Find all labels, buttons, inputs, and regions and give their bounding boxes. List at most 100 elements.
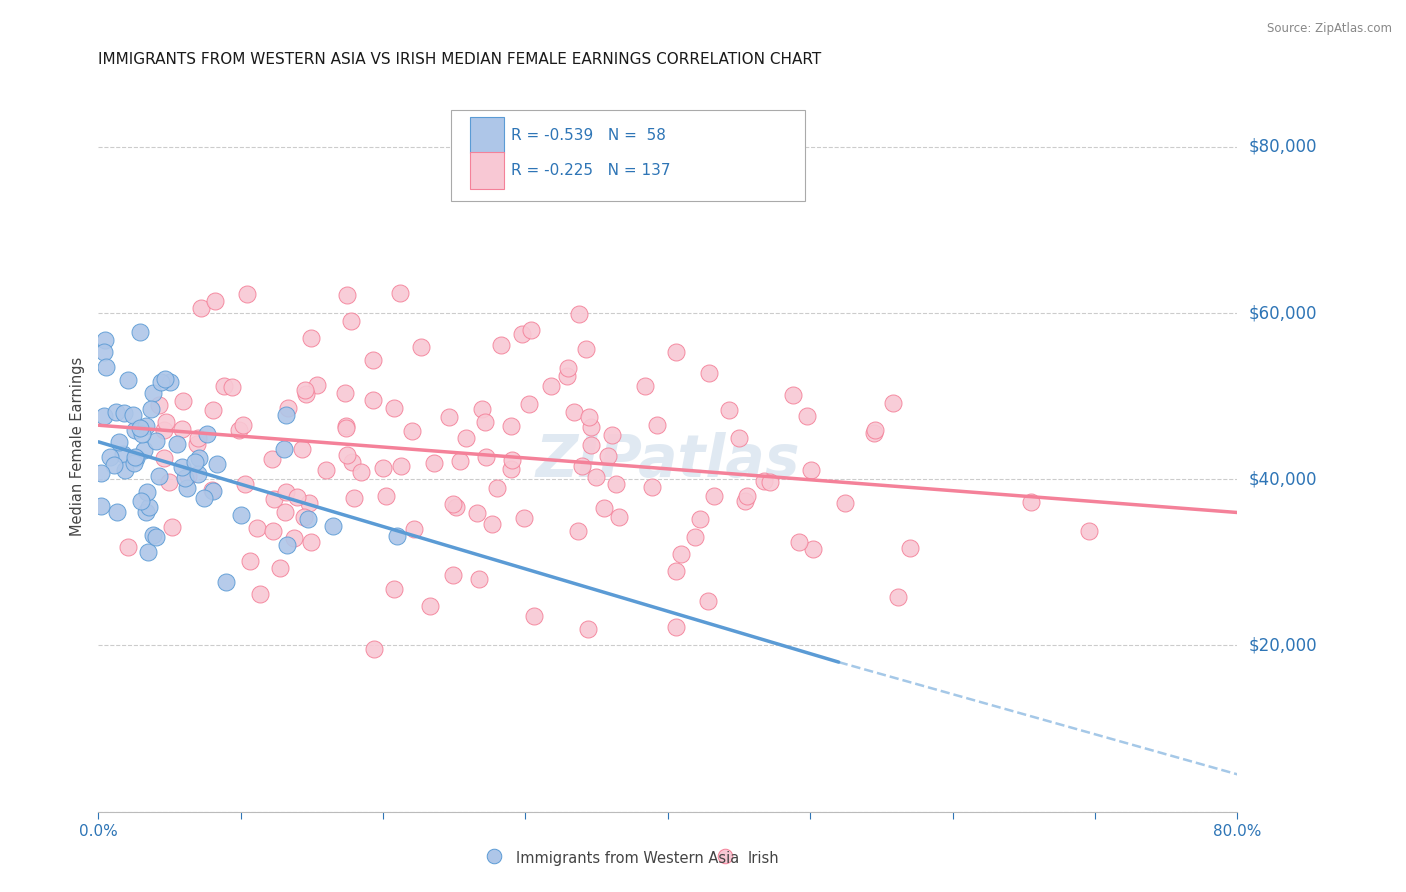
Point bbox=[382, 582, 405, 596]
Point bbox=[898, 541, 921, 555]
Point bbox=[295, 387, 318, 401]
Point bbox=[801, 542, 824, 557]
Point bbox=[404, 522, 426, 536]
Point bbox=[482, 849, 505, 863]
Point bbox=[145, 434, 167, 448]
Point bbox=[263, 492, 285, 507]
Text: $40,000: $40,000 bbox=[1249, 470, 1317, 488]
Point bbox=[371, 461, 394, 475]
Point bbox=[142, 528, 165, 542]
Point bbox=[233, 477, 256, 491]
Point bbox=[188, 450, 211, 465]
Point bbox=[444, 500, 467, 514]
Point bbox=[523, 608, 546, 623]
FancyBboxPatch shape bbox=[470, 117, 503, 153]
Point bbox=[112, 406, 135, 420]
Point bbox=[152, 450, 174, 465]
Point bbox=[273, 442, 295, 456]
Point bbox=[388, 285, 411, 300]
Point bbox=[246, 521, 269, 535]
Text: ZIPatlas: ZIPatlas bbox=[536, 432, 800, 489]
Text: Irish: Irish bbox=[748, 852, 779, 866]
Text: $80,000: $80,000 bbox=[1249, 137, 1317, 156]
Point bbox=[585, 470, 607, 484]
Point bbox=[93, 334, 115, 348]
Point bbox=[449, 454, 471, 468]
Point bbox=[471, 402, 494, 417]
Point bbox=[510, 326, 533, 341]
Point bbox=[298, 496, 321, 510]
Point bbox=[129, 325, 152, 339]
Point bbox=[703, 489, 725, 503]
Point bbox=[578, 410, 600, 425]
Point bbox=[389, 458, 412, 473]
Point bbox=[607, 509, 630, 524]
Text: $60,000: $60,000 bbox=[1249, 304, 1317, 322]
Point bbox=[737, 489, 759, 503]
Point bbox=[239, 554, 262, 568]
Point bbox=[335, 418, 357, 433]
Point bbox=[361, 353, 384, 368]
Point bbox=[135, 485, 157, 500]
Text: IMMIGRANTS FROM WESTERN ASIA VS IRISH MEDIAN FEMALE EARNINGS CORRELATION CHART: IMMIGRANTS FROM WESTERN ASIA VS IRISH ME… bbox=[98, 52, 821, 67]
FancyBboxPatch shape bbox=[470, 152, 503, 188]
Point bbox=[734, 494, 756, 508]
Text: R = -0.225   N = 137: R = -0.225 N = 137 bbox=[510, 162, 671, 178]
Point bbox=[148, 399, 170, 413]
Point bbox=[153, 371, 176, 385]
Point bbox=[800, 463, 823, 477]
Point bbox=[103, 458, 125, 472]
Point bbox=[117, 373, 139, 387]
Point bbox=[491, 337, 513, 351]
Point bbox=[141, 401, 163, 416]
Point bbox=[474, 416, 496, 430]
Point bbox=[160, 520, 183, 534]
Point bbox=[581, 438, 603, 452]
Point bbox=[145, 530, 167, 544]
Point bbox=[307, 378, 329, 392]
Point bbox=[105, 505, 128, 519]
Point bbox=[228, 423, 250, 437]
Point bbox=[699, 366, 721, 380]
Point bbox=[335, 421, 357, 435]
Point bbox=[153, 423, 176, 437]
Point bbox=[135, 419, 157, 434]
Point bbox=[172, 422, 194, 436]
Point bbox=[187, 467, 209, 481]
Point bbox=[441, 568, 464, 582]
Point bbox=[105, 405, 128, 419]
Point bbox=[562, 405, 585, 419]
Point bbox=[276, 409, 298, 423]
Point bbox=[129, 421, 152, 435]
Point bbox=[665, 620, 688, 634]
Point bbox=[665, 344, 688, 359]
Y-axis label: Median Female Earnings: Median Female Earnings bbox=[70, 357, 86, 535]
Point bbox=[193, 491, 215, 506]
Point bbox=[142, 386, 165, 401]
Point bbox=[124, 423, 146, 437]
Point bbox=[249, 587, 271, 601]
Point bbox=[294, 383, 316, 397]
FancyBboxPatch shape bbox=[451, 110, 804, 201]
Point bbox=[387, 529, 409, 543]
Point bbox=[336, 288, 359, 302]
Point bbox=[782, 388, 804, 402]
Point bbox=[475, 450, 498, 464]
Point bbox=[204, 294, 226, 309]
Point bbox=[759, 475, 782, 490]
Point bbox=[696, 594, 718, 608]
Point bbox=[276, 538, 298, 552]
Point bbox=[285, 490, 308, 504]
Point bbox=[124, 450, 146, 464]
Point bbox=[131, 494, 153, 508]
Point bbox=[131, 427, 153, 442]
Point bbox=[555, 369, 578, 384]
Point bbox=[269, 561, 291, 575]
Point bbox=[669, 547, 692, 561]
Point bbox=[299, 534, 322, 549]
Point bbox=[645, 417, 668, 432]
Point bbox=[136, 545, 159, 559]
Point bbox=[501, 453, 523, 467]
Point bbox=[274, 505, 297, 519]
Point bbox=[350, 465, 373, 479]
